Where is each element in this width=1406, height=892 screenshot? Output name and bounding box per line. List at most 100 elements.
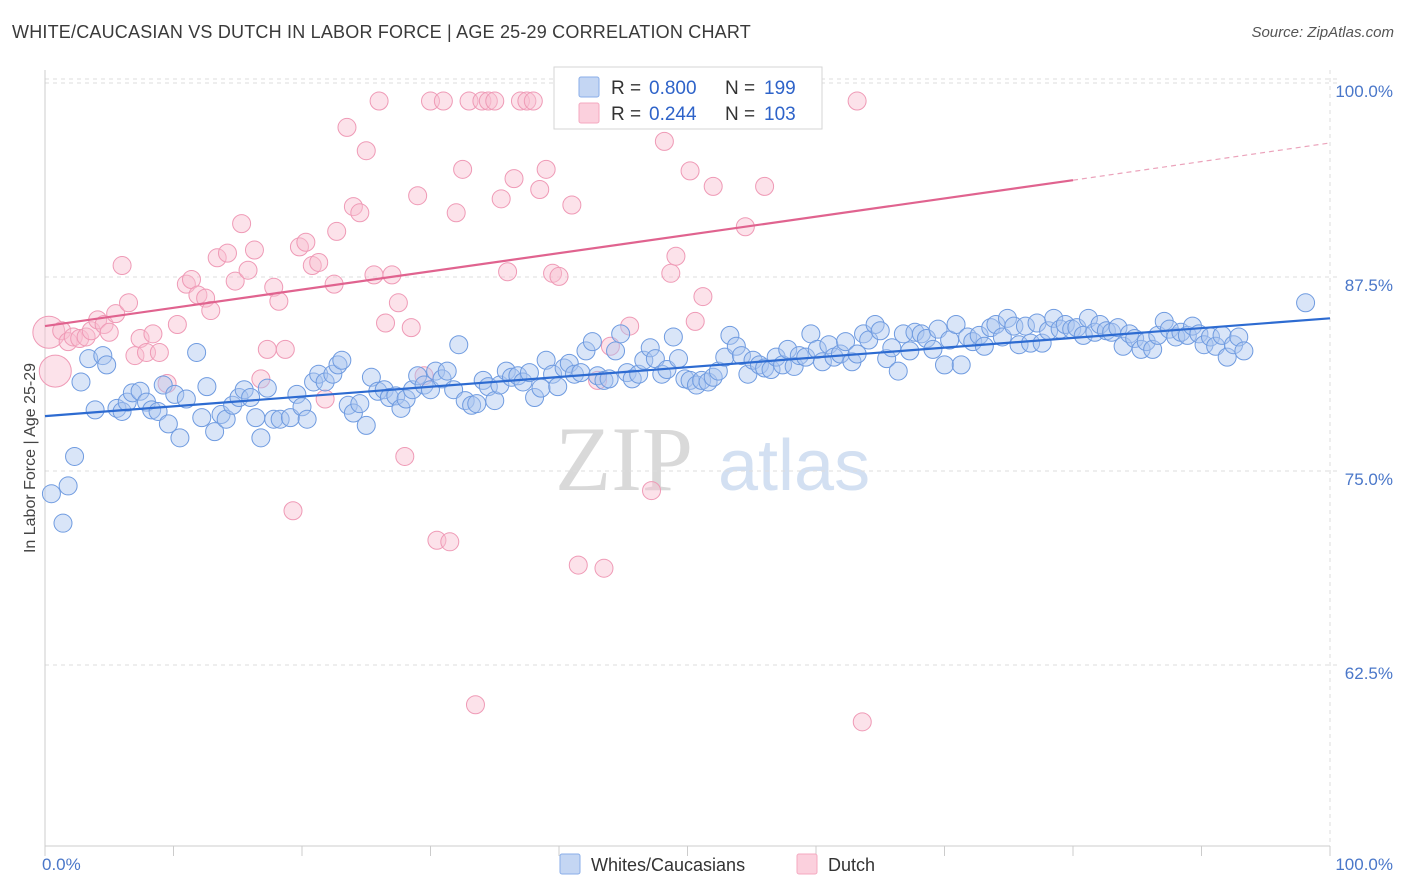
- dutch-point-13: [119, 293, 139, 313]
- white-point-35: [264, 409, 284, 429]
- white-point-140: [877, 349, 897, 369]
- dutch-point-93: [654, 131, 674, 151]
- white-point-202: [1234, 341, 1254, 361]
- chart-title: WHITE/CAUCASIAN VS DUTCH IN LABOR FORCE …: [12, 22, 751, 42]
- white-point-57: [396, 389, 416, 409]
- white-point-5: [79, 349, 99, 369]
- white-point-39: [292, 397, 312, 417]
- white-point-55: [386, 386, 406, 406]
- x-tick-max: 100.0%: [1335, 855, 1393, 874]
- series-legend: Whites/Caucasians Dutch: [559, 853, 875, 875]
- white-point-78: [519, 363, 539, 383]
- dutch-point-28: [225, 271, 245, 291]
- white-point-153: [951, 355, 971, 375]
- white-point-20: [170, 428, 190, 448]
- white-points: [41, 293, 1316, 533]
- white-point-12: [122, 383, 142, 403]
- dutch-point-69: [491, 189, 511, 209]
- series-legend-dutch: Dutch: [828, 855, 875, 875]
- white-point-115: [731, 346, 751, 366]
- white-point-36: [270, 409, 290, 429]
- legend-r-label-dutch: R =: [611, 104, 641, 125]
- dutch-point-102: [755, 176, 775, 196]
- white-point-149: [928, 319, 948, 339]
- dutch-point-12: [112, 256, 132, 276]
- white-point-40: [297, 409, 317, 429]
- white-point-50: [356, 415, 376, 435]
- white-point-21: [176, 389, 196, 409]
- x-tick-min: 0.0%: [42, 855, 81, 874]
- white-point-152: [946, 315, 966, 335]
- white-point-123: [778, 339, 798, 359]
- white-point-33: [251, 428, 271, 448]
- white-point-37: [280, 408, 300, 428]
- dutch-point-50: [369, 91, 389, 111]
- dutch-point-48: [356, 141, 376, 161]
- white-point-46: [332, 350, 352, 370]
- dutch-point-63: [453, 159, 473, 179]
- dutch-point-15: [130, 328, 150, 348]
- dutch-point-36: [275, 339, 295, 359]
- y-axis-label: In Labor Force | Age 25-29: [22, 363, 39, 553]
- white-point-49: [350, 394, 370, 414]
- dutch-point-18: [149, 342, 169, 362]
- dutch-point-94: [661, 263, 681, 283]
- white-point-104: [669, 349, 689, 369]
- legend-r-dutch: 0.244: [649, 104, 697, 125]
- white-point-8: [97, 355, 117, 375]
- dutch-point-74: [523, 91, 543, 111]
- dutch-point-60: [433, 91, 453, 111]
- white-point-4: [71, 372, 91, 392]
- white-point-13: [130, 381, 150, 401]
- white-point-133: [836, 332, 856, 352]
- white-point-31: [241, 387, 261, 407]
- white-point-175: [1078, 308, 1098, 328]
- series-legend-swatch-dutch: [796, 853, 818, 875]
- white-point-3: [65, 446, 85, 466]
- white-point-142: [888, 361, 908, 381]
- white-point-23: [192, 408, 212, 428]
- dutch-point-10: [99, 322, 119, 342]
- white-point-77: [513, 372, 533, 392]
- dutch-point-20: [167, 315, 187, 335]
- dutch-point-97: [680, 161, 700, 181]
- y-tick-3: 62.5%: [1345, 664, 1393, 683]
- y-tick-2: 75.0%: [1345, 470, 1393, 489]
- white-point-6: [85, 400, 105, 420]
- dutch-point-99: [693, 287, 713, 307]
- dutch-point-76: [536, 159, 556, 179]
- white-point-139: [870, 321, 890, 341]
- white-point-113: [720, 325, 740, 345]
- legend-n-dutch: 103: [764, 104, 796, 125]
- watermark-atlas: atlas: [718, 426, 870, 506]
- legend-swatch-white: [578, 76, 600, 98]
- white-point-22: [187, 342, 207, 362]
- dutch-point-55: [401, 318, 421, 338]
- white-point-32: [246, 408, 266, 428]
- white-point-15: [142, 400, 162, 420]
- white-point-180: [1108, 318, 1128, 338]
- dutch-point-17: [143, 324, 163, 344]
- legend-r-white: 0.800: [649, 78, 697, 99]
- white-point-193: [1183, 316, 1203, 336]
- dutch-point-35: [269, 291, 289, 311]
- white-point-27: [216, 409, 236, 429]
- legend-n-label-dutch: N =: [725, 104, 755, 125]
- white-point-119: [755, 358, 775, 378]
- white-point-165: [1021, 333, 1041, 353]
- white-point-164: [1015, 316, 1035, 336]
- grid: [45, 70, 1340, 846]
- white-point-145: [905, 322, 925, 342]
- white-point-34: [257, 378, 277, 398]
- white-point-160: [992, 327, 1012, 347]
- legend-swatch-dutch: [578, 102, 600, 124]
- dutch-point-73: [517, 91, 537, 111]
- trend-line-dutch-extension: [1072, 142, 1331, 181]
- white-point-79: [525, 387, 545, 407]
- white-point-167: [1032, 333, 1052, 353]
- dutch-point-62: [446, 203, 466, 223]
- white-point-43: [315, 372, 335, 392]
- dutch-point-39: [296, 232, 316, 252]
- dutch-point-41: [309, 252, 329, 272]
